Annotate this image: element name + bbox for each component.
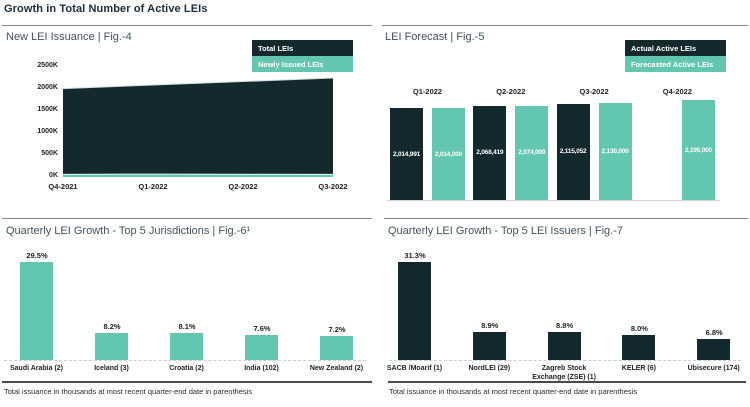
fig5-quarter-label: Q2-2022 [496,87,526,96]
footnote-left: Total issuance in thousands at most rece… [4,387,253,396]
fig5-bar-value-label: 2,074,000 [518,149,546,157]
footnote-right: Total issuance in thousands at most rece… [389,387,638,396]
fig5-bar-value-label: 2,014,991 [392,150,421,158]
fig4-x-label: Q2-2022 [228,182,258,191]
fig5-legend-item-actual: Actual Active LEIs [625,40,726,56]
fig7-category-label: NordLEI (29) [468,365,511,372]
fig6-percent-label: 8.2% [103,321,121,331]
mid-rule-left [2,218,372,219]
fig7-baseline [389,360,741,361]
fig7-bar [547,332,581,360]
fig6-percent-label: 8.1% [178,322,196,332]
fig7-category-label: Ubisecure (174) [687,365,740,372]
fig6-category-label: India (102) [244,365,279,372]
fig5-legend: Actual Active LEIs Forecasted Active LEI… [625,40,726,72]
header-rule-left [2,25,372,26]
fig6-title: Quarterly LEI Growth - Top 5 Jurisdictio… [6,225,251,237]
fig6-bar [245,334,278,360]
fig4-legend-item-total: Total LEIs [252,40,353,56]
fig7-category-label: KELER (6) [621,365,656,372]
fig4-x-label: Q3-2022 [318,182,348,191]
fig4-y-tick-label: 1000K [37,128,58,135]
fig5-quarter-label: Q1-2022 [412,87,443,96]
fig5-baseline [387,200,720,201]
fig7-bar [472,332,506,360]
fig5-bar-actual: 2,068,419 [473,105,507,200]
footer-rule-right [388,381,746,383]
fig4-area-plot [62,77,334,177]
fig4-y-tick-label: 500K [41,150,58,157]
fig7-percent-label: 8.8% [556,321,574,331]
fig5-bar-value-label: 2,014,000 [434,150,463,158]
fig4-y-tick-label: 0K [49,172,58,179]
fig7-bar [622,334,656,360]
fig6-category-label: Saudi Arabia (2) [9,365,64,372]
fig4-legend-total-label: Total LEIs [258,43,294,53]
fig5-bar-actual: 2,014,991 [390,108,423,200]
fig5-bar-forecast: 2,195,000 [681,100,715,200]
fig4-x-label: Q1-2022 [138,182,168,191]
fig6-category-label: Croatia (2) [169,365,204,372]
fig4-y-tick-label: 2500K [37,62,58,69]
fig4-x-label: Q4-2021 [48,182,78,191]
fig6-percent-label: 7.2% [328,325,346,335]
fig7-percent-label: 8.9% [481,321,499,331]
fig5-bar-value-label: 2,130,000 [601,147,629,155]
header-rule-right [382,25,748,26]
fig7-percent-label: 8.0% [630,323,648,333]
footer-rule-left [2,381,372,383]
fig5-bar-value-label: 2,068,419 [476,149,504,157]
fig5-bar-forecast: 2,014,000 [432,108,465,200]
fig6-bar [95,332,128,360]
fig7-category-label: Zagreb Stock Exchange (ZSE) (1) [532,365,596,381]
fig7-percent-label: 6.8% [705,327,723,337]
fig7-title: Quarterly LEI Growth - Top 5 LEI Issuers… [388,225,623,237]
fig6-bar [20,262,53,360]
fig5-quarter-label: Q4-2022 [662,87,692,96]
fig4-area-newly-issued [63,174,333,177]
fig4-y-tick-label: 1500K [37,106,58,113]
fig5-legend-forecast-label: Forecasted Active LEIs [631,59,714,69]
fig5-bar-value-label: 2,115,052 [559,148,587,156]
fig4-legend: Total LEIs Newly Issued LEIs [252,40,353,72]
fig4-y-tick-label: 2000K [37,84,58,91]
fig6-category-label: New Zealand (2) [309,365,364,372]
mid-rule-right [384,218,748,219]
fig5-title: LEI Forecast | Fig.-5 [385,31,485,43]
fig7-bar [697,338,731,360]
fig7-category-label: SACB /Moarif (1) [386,365,443,372]
fig6-category-label: Iceland (3) [94,365,129,372]
fig5-legend-item-forecast: Forecasted Active LEIs [625,56,726,72]
fig5-quarter-label: Q3-2022 [579,87,609,96]
fig5-bar-actual: 2,115,052 [556,103,590,200]
fig7-percent-label: 31.3% [404,250,426,260]
fig5-bar-value-label: 2,195,000 [684,146,712,154]
fig6-percent-label: 7.6% [253,323,271,333]
fig5-legend-actual-label: Actual Active LEIs [631,43,697,53]
fig4-title: New LEI Issuance | Fig.-4 [6,31,132,43]
page-title: Growth in Total Number of Active LEIs [4,3,208,15]
fig6-baseline [4,360,366,361]
fig5-bar-forecast: 2,074,000 [515,105,549,200]
fig6-bar [320,336,353,360]
fig4-area-total [63,78,333,177]
fig4-legend-item-newly-issued: Newly Issued LEIs [252,56,353,72]
fig6-percent-label: 29.5% [26,251,48,260]
fig4-legend-newly-issued-label: Newly Issued LEIs [258,59,324,69]
fig4-area-edge [62,77,334,90]
fig7-bar [398,261,431,360]
fig6-bar [170,333,203,360]
fig5-bar-forecast: 2,130,000 [598,102,632,200]
